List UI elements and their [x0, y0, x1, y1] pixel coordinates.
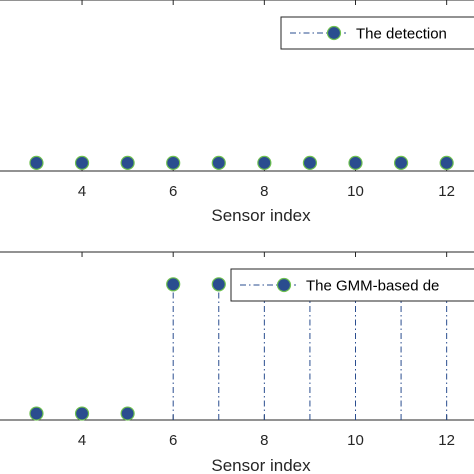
x-axis-label: Sensor index	[211, 456, 311, 474]
x-tick-label: 8	[260, 183, 268, 200]
data-point	[302, 155, 318, 170]
x-tick-label: 4	[78, 183, 86, 200]
data-point	[393, 155, 409, 170]
bottom-subplot: 4 6 8 10 12 Sensor index The GMM-based de	[0, 251, 474, 474]
x-tick-label: 12	[438, 432, 455, 449]
legend-marker	[276, 277, 292, 293]
x-axis-label: Sensor index	[211, 206, 311, 225]
data-point	[120, 406, 135, 421]
data-point	[439, 155, 454, 170]
data-point	[257, 155, 272, 170]
top-subplot: 4 6 8 10 12 Sensor index The detection	[0, 0, 474, 225]
data-point	[166, 155, 181, 170]
data-point	[348, 155, 363, 170]
x-tick-label: 6	[169, 432, 177, 449]
data-point	[29, 406, 44, 421]
x-tick-label: 10	[347, 183, 364, 200]
x-tick-label: 4	[78, 432, 86, 449]
x-tick-label: 8	[260, 432, 268, 449]
legend-marker	[326, 25, 342, 41]
x-tick-label: 6	[169, 183, 177, 200]
legend-label: The detection	[356, 26, 447, 43]
data-point	[166, 277, 181, 292]
data-point	[120, 155, 135, 170]
data-point	[211, 277, 226, 292]
data-point	[29, 155, 44, 170]
data-point	[211, 155, 226, 170]
data-point	[74, 406, 90, 421]
x-tick-label: 10	[347, 432, 364, 449]
data-point	[74, 155, 90, 170]
x-tick-label: 12	[438, 183, 455, 200]
legend-label: The GMM-based de	[306, 278, 439, 295]
